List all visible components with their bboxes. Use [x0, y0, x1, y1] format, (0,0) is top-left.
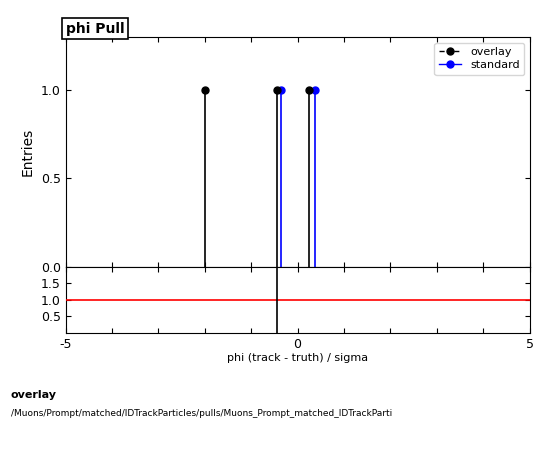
- Text: overlay: overlay: [11, 390, 57, 401]
- Text: /Muons/Prompt/matched/IDTrackParticles/pulls/Muons_Prompt_matched_IDTrackParti: /Muons/Prompt/matched/IDTrackParticles/p…: [11, 409, 392, 418]
- Legend: overlay, standard: overlay, standard: [435, 43, 524, 75]
- Text: phi Pull: phi Pull: [66, 22, 124, 36]
- Y-axis label: Entries: Entries: [21, 128, 35, 176]
- X-axis label: phi (track - truth) / sigma: phi (track - truth) / sigma: [227, 353, 368, 363]
